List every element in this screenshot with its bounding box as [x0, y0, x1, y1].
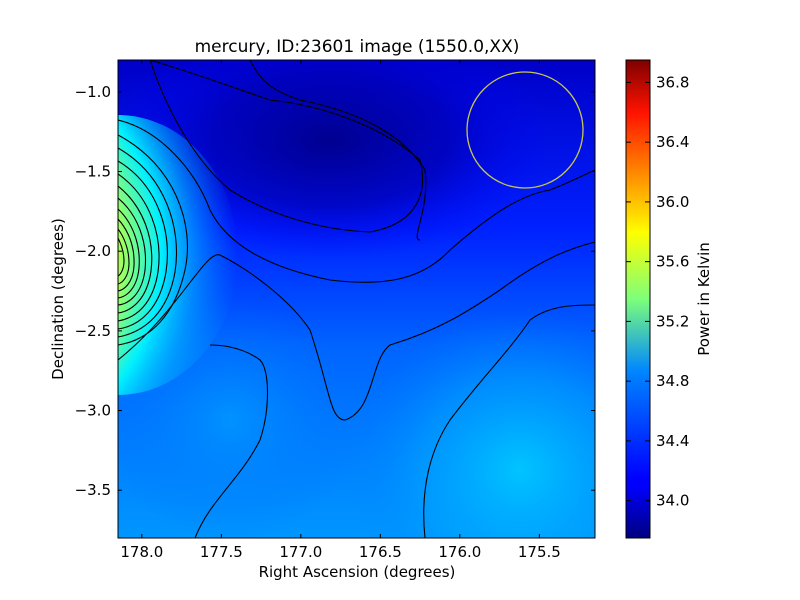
colorbar-tick-label: 34.4	[656, 432, 689, 450]
colorbar-tick-label: 35.6	[656, 253, 689, 271]
y-tick-label: −1.5	[75, 163, 111, 181]
chart-title: mercury, ID:23601 image (1550.0,XX)	[195, 37, 520, 57]
y-axis: −1.0 −1.5 −2.0 −2.5 −3.0 −3.5	[75, 83, 595, 499]
colorbar-label: Power in Kelvin	[695, 242, 713, 356]
colorbar-tick-label: 36.4	[656, 133, 689, 151]
peak-contours	[118, 134, 188, 346]
y-tick-label: −2.5	[75, 322, 111, 340]
plot-frame	[117, 59, 596, 539]
colorbar-ticks: 34.0 34.4 34.8 35.2 35.6 36.0 36.4 36.8	[626, 73, 689, 510]
y-tick-label: −1.0	[75, 83, 111, 101]
colorbar-tick-label: 36.8	[656, 73, 689, 91]
colorbar-gradient	[625, 59, 651, 539]
y-tick-label: −3.5	[75, 481, 111, 499]
y-axis-label: Declination (degrees)	[49, 218, 67, 380]
source-peak	[118, 115, 238, 395]
heatmap-image	[118, 60, 595, 538]
y-tick-label: −2.0	[75, 242, 111, 260]
x-tick-label: 177.5	[200, 543, 243, 561]
x-tick-label: 176.0	[438, 543, 481, 561]
warm-region-lower-right	[350, 310, 595, 538]
x-tick-label: 175.5	[518, 543, 561, 561]
x-tick-label: 178.0	[120, 543, 163, 561]
colorbar-tick-label: 34.8	[656, 372, 689, 390]
colorbar-tick-label: 36.0	[656, 193, 689, 211]
colorbar: 34.0 34.4 34.8 35.2 35.6 36.0 36.4 36.8 Power i…	[625, 59, 713, 539]
y-tick-label: −3.0	[75, 402, 111, 420]
x-axis-label: Right Ascension (degrees)	[259, 563, 456, 581]
x-axis: 178.0 177.5 177.0 176.5 176.0 175.5	[120, 60, 561, 561]
x-tick-label: 176.5	[359, 543, 402, 561]
beam-circle	[466, 71, 584, 189]
x-tick-label: 177.0	[279, 543, 322, 561]
colorbar-tick-label: 34.0	[656, 492, 689, 510]
colorbar-tick-label: 35.2	[656, 312, 689, 330]
contour-lines	[118, 60, 595, 538]
